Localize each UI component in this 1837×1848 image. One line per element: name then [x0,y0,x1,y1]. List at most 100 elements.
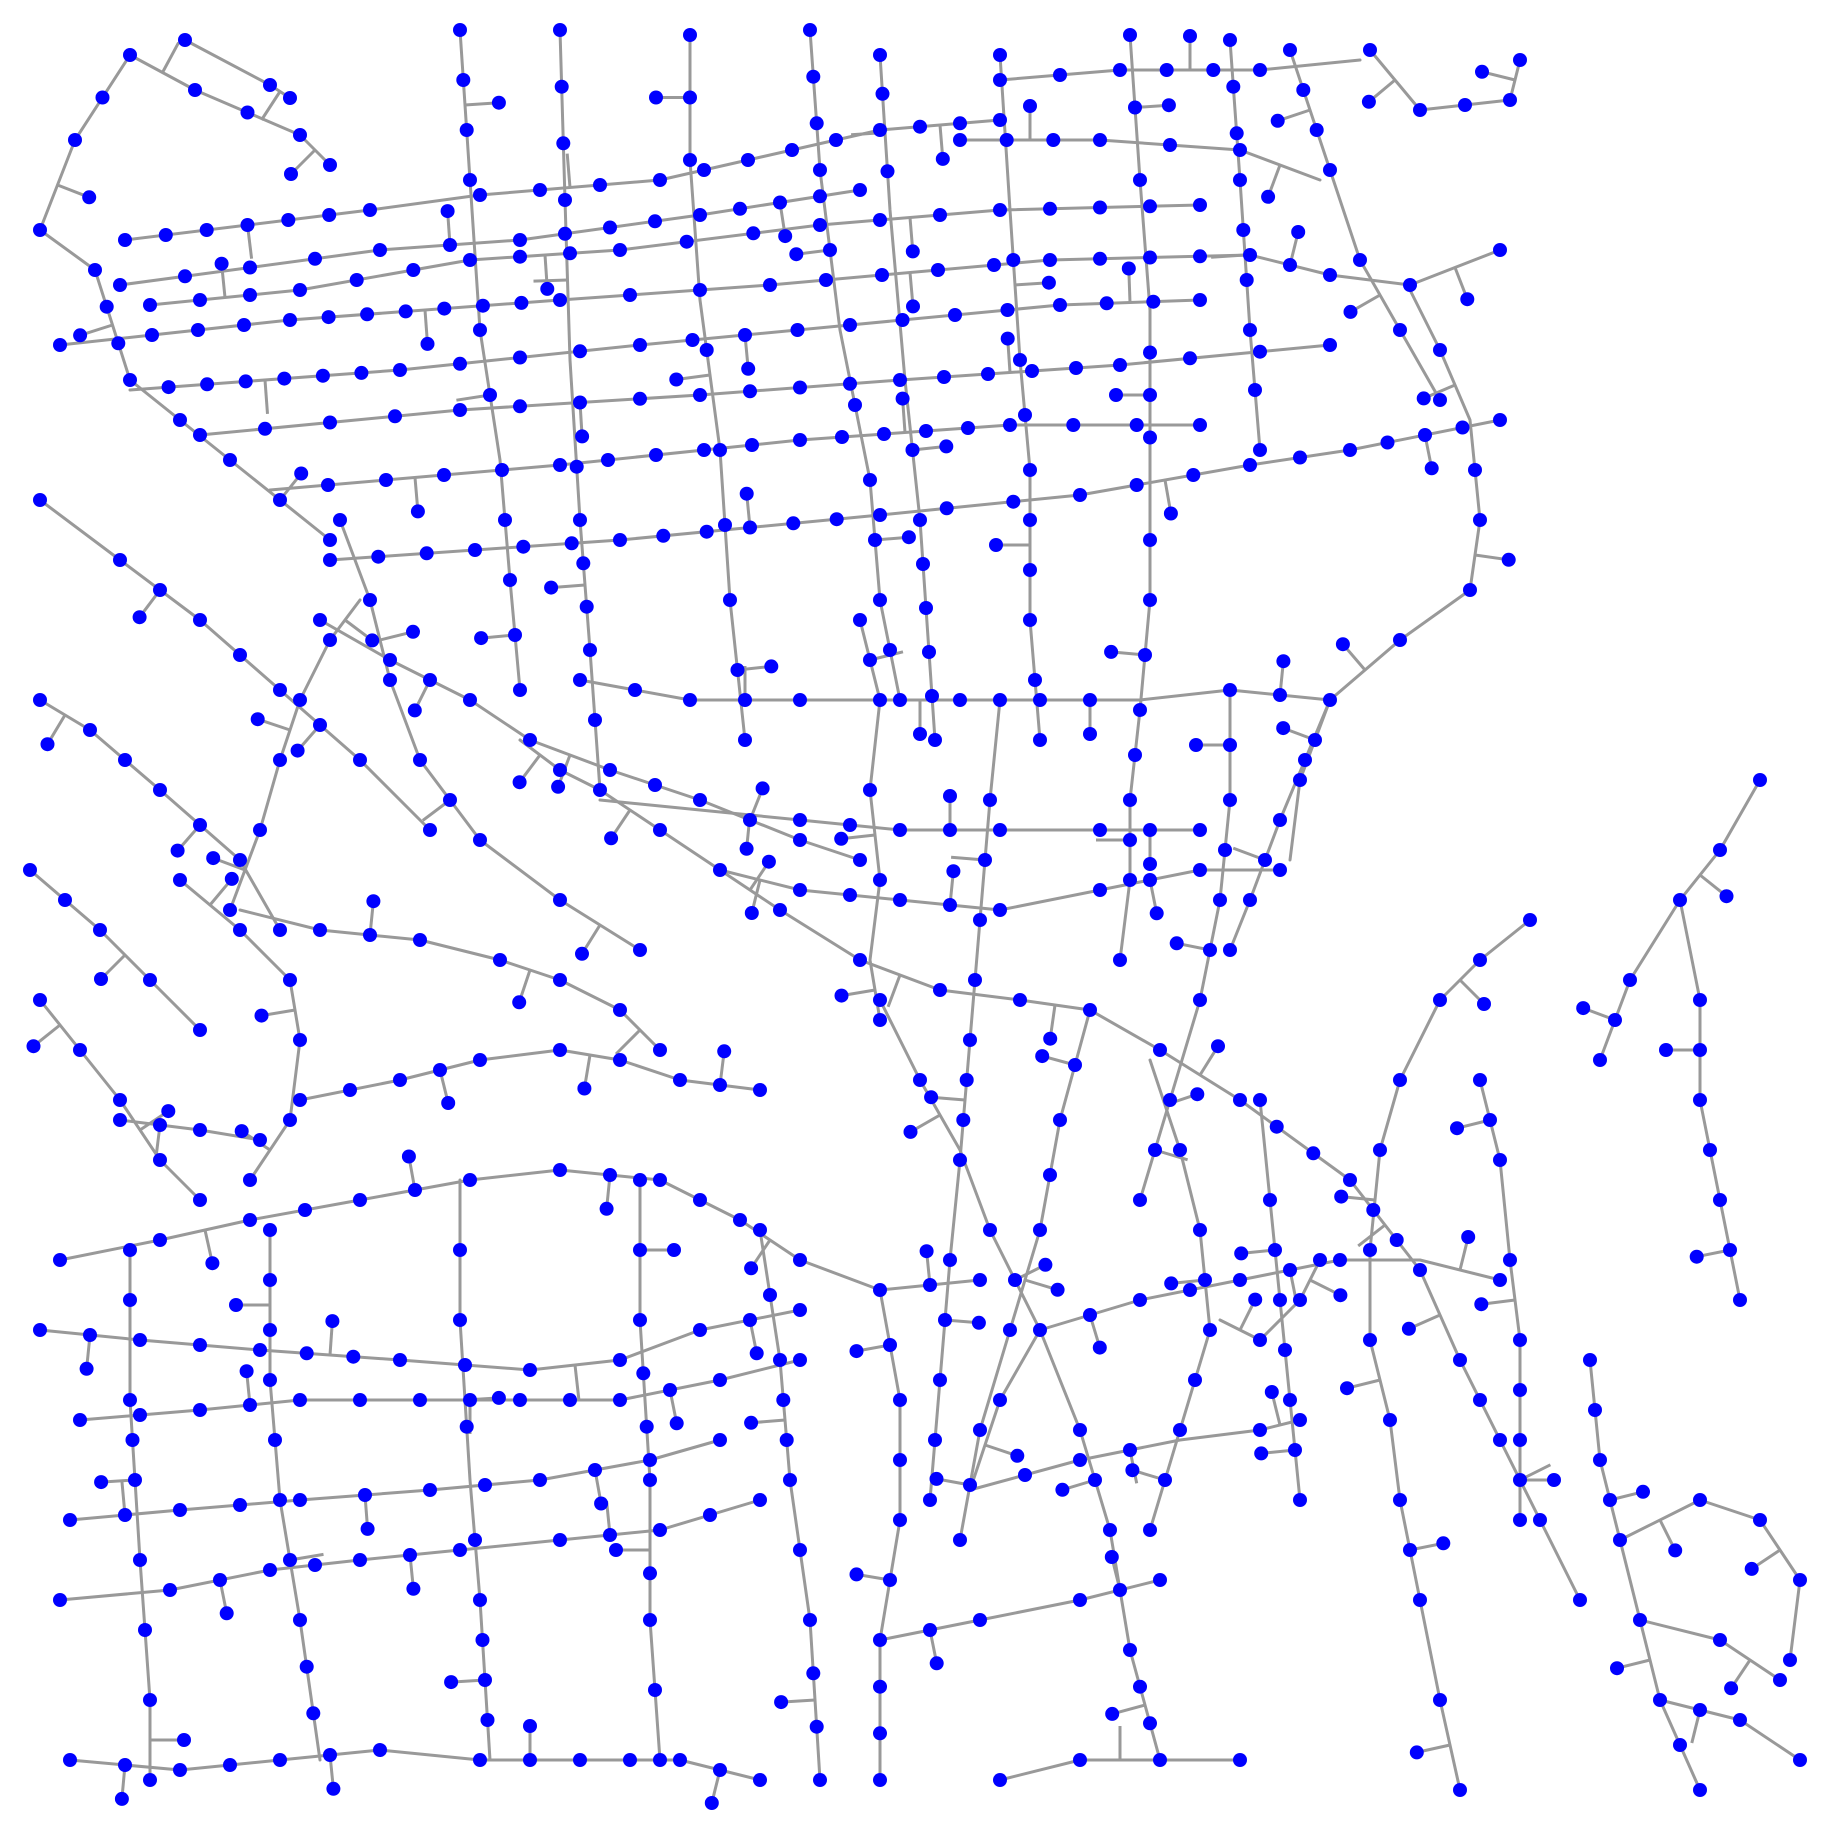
intersection-node [868,533,882,547]
intersection-node [656,528,671,543]
intersection-node [1008,1273,1022,1287]
intersection-node [863,783,877,797]
intersection-node [953,1533,967,1547]
intersection-node [1473,953,1487,967]
street-edge [1678,898,1742,1302]
intersection-node [1133,1293,1147,1307]
intersection-node [483,388,497,402]
intersection-node [569,459,584,474]
intersection-node [323,533,337,547]
intersection-node [1273,863,1287,877]
intersection-node [323,1748,337,1762]
intersection-node [1433,343,1447,357]
intersection-node [1693,1493,1707,1507]
intersection-node [913,119,927,134]
intersection-node [1093,251,1107,266]
intersection-node [913,727,927,741]
intersection-node [263,1323,277,1337]
intersection-node [473,833,487,847]
intersection-node [693,1193,707,1207]
intersection-node [928,733,942,747]
intersection-node [1223,683,1237,697]
intersection-node [853,953,867,967]
intersection-node [1513,1433,1527,1447]
intersection-node [223,1758,237,1772]
intersection-node [158,228,173,242]
intersection-node [693,388,707,402]
intersection-node [23,863,37,877]
intersection-node [253,823,267,837]
intersection-node [263,1223,277,1237]
intersection-node [1253,63,1267,77]
intersection-node [1416,391,1431,406]
intersection-node [1273,813,1287,827]
intersection-node [1288,1443,1302,1457]
intersection-node [1193,293,1207,307]
intersection-node [308,251,322,266]
intersection-node [468,543,482,557]
intersection-node [170,843,185,858]
intersection-node [459,123,474,137]
intersection-node [633,1243,647,1257]
intersection-node [1203,1323,1217,1337]
intersection-node [1253,443,1267,457]
intersection-node [1043,253,1057,267]
intersection-node [819,273,833,287]
intersection-node [778,229,793,244]
intersection-node [1233,1093,1247,1107]
intersection-node [423,673,437,687]
intersection-node [683,90,697,105]
street-edge [38,498,432,832]
intersection-node [693,208,707,222]
intersection-node [1223,738,1237,752]
intersection-node [953,133,967,147]
intersection-node [393,1353,407,1367]
intersection-node [576,556,591,571]
intersection-node [789,247,804,262]
intersection-node [653,173,667,187]
intersection-node [1033,1223,1047,1237]
intersection-node [193,1193,207,1207]
intersection-node [1163,138,1177,152]
intersection-node [1393,1493,1407,1507]
intersection-node [1254,1446,1269,1461]
intersection-node [553,1163,567,1177]
intersection-node [968,973,982,987]
intersection-node [1276,721,1291,736]
intersection-node [1608,1013,1622,1027]
intersection-node [243,1398,257,1412]
intersection-node [573,1753,587,1767]
intersection-node [873,1633,887,1647]
intersection-node [1023,563,1037,577]
intersection-node [323,415,337,430]
intersection-node [1203,943,1217,957]
intersection-node [1083,1308,1097,1322]
intersection-node [755,781,770,796]
intersection-node [353,1393,367,1407]
intersection-node [153,783,167,797]
intersection-node [575,946,589,961]
intersection-node [633,338,647,352]
intersection-node [1041,275,1056,290]
intersection-node [633,943,647,957]
intersection-node [239,1364,254,1379]
intersection-node [514,295,529,310]
intersection-node [553,23,567,37]
intersection-node [1463,583,1477,597]
intersection-node [293,1033,307,1047]
intersection-node [1239,273,1254,287]
street-edge [968,1328,1042,1492]
intersection-node [937,370,951,384]
intersection-node [653,1753,667,1767]
intersection-node [273,1493,287,1507]
intersection-node [1335,637,1350,652]
intersection-node [1693,1783,1707,1797]
intersection-node [1523,913,1537,927]
intersection-node [1146,294,1161,309]
intersection-node [53,1593,67,1607]
intersection-node [1193,1223,1207,1237]
intersection-node [1253,1333,1267,1347]
street-edge [1588,1358,1702,1792]
intersection-node [513,233,527,247]
